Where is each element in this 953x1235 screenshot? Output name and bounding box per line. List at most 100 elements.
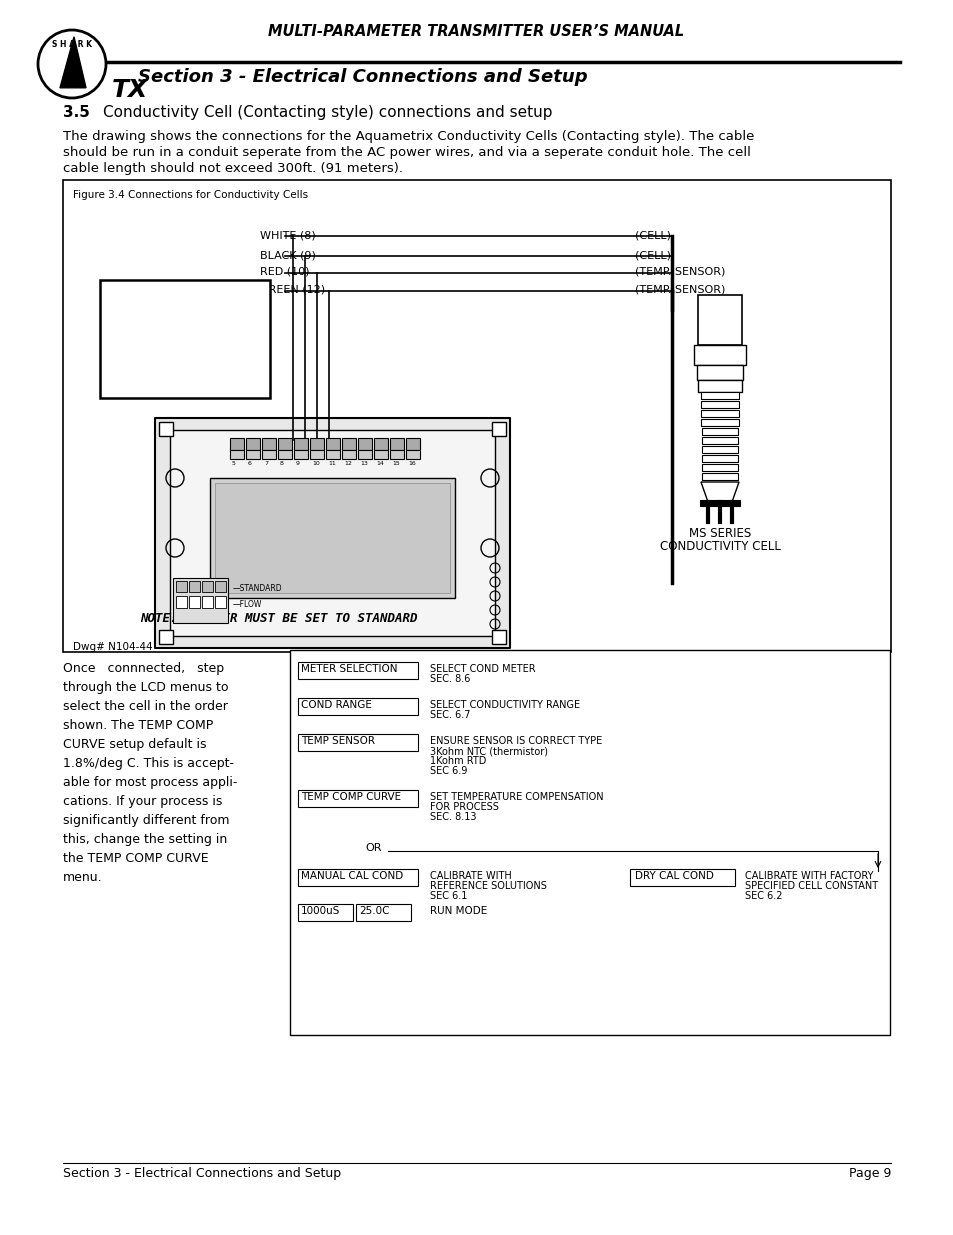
Bar xyxy=(701,454,738,462)
Bar xyxy=(701,437,738,445)
Text: TEMP COMP CURVE: TEMP COMP CURVE xyxy=(301,792,400,802)
Text: select the cell in the order: select the cell in the order xyxy=(63,700,228,713)
Text: cations. If your process is: cations. If your process is xyxy=(63,795,222,808)
Bar xyxy=(246,438,260,450)
Bar xyxy=(297,869,417,885)
Text: SET TEMPERATURE COMPENSATION: SET TEMPERATURE COMPENSATION xyxy=(430,792,603,802)
Bar xyxy=(277,438,292,450)
Text: SEC 6.9: SEC 6.9 xyxy=(430,766,467,776)
Polygon shape xyxy=(60,37,86,88)
Text: The drawing shows the connections for the Aquametrix Conductivity Cells (Contact: The drawing shows the connections for th… xyxy=(63,130,754,143)
Bar xyxy=(175,597,187,608)
Text: SEC 6.1: SEC 6.1 xyxy=(430,890,467,902)
Text: should be run in a conduit seperate from the AC power wires, and via a seperate : should be run in a conduit seperate from… xyxy=(63,146,750,159)
Bar xyxy=(63,180,890,652)
Bar xyxy=(100,280,270,398)
Text: Page 9: Page 9 xyxy=(848,1167,890,1179)
Bar xyxy=(374,438,388,450)
Bar xyxy=(154,417,510,648)
Text: MS SERIES: MS SERIES xyxy=(688,527,750,540)
Text: menu.: menu. xyxy=(63,871,103,884)
Bar xyxy=(700,401,738,408)
Bar xyxy=(202,597,213,608)
Bar xyxy=(326,450,339,459)
Text: TEMP SENSOR: TEMP SENSOR xyxy=(301,736,375,746)
Bar xyxy=(230,450,244,459)
Text: before wiring or: before wiring or xyxy=(109,333,208,347)
Text: 9: 9 xyxy=(295,461,299,466)
Text: Section 3 - Electrical Connections and Setup: Section 3 - Electrical Connections and S… xyxy=(63,1167,341,1179)
Text: SELECT CONDUCTIVITY RANGE: SELECT CONDUCTIVITY RANGE xyxy=(430,700,579,710)
Bar xyxy=(701,464,737,471)
Text: Figure 3.4 Connections for Conductivity Cells: Figure 3.4 Connections for Conductivity … xyxy=(73,190,308,200)
Text: 1: 1 xyxy=(178,585,181,590)
Text: 3.5: 3.5 xyxy=(63,105,90,120)
Text: CALIBRATE WITH: CALIBRATE WITH xyxy=(430,871,511,881)
Text: SEC. 8.13: SEC. 8.13 xyxy=(430,811,476,823)
Bar xyxy=(277,450,292,459)
Text: (TEMP. SENSOR): (TEMP. SENSOR) xyxy=(635,285,724,295)
Text: 7: 7 xyxy=(264,461,268,466)
Text: able for most process appli-: able for most process appli- xyxy=(63,776,237,789)
Bar xyxy=(202,580,213,592)
Text: S H A R K: S H A R K xyxy=(52,40,91,48)
Text: REFERENCE SOLUTIONS: REFERENCE SOLUTIONS xyxy=(430,881,546,890)
Bar xyxy=(697,366,742,380)
Bar xyxy=(297,734,417,751)
Bar xyxy=(326,438,339,450)
Text: CURVE setup default is: CURVE setup default is xyxy=(63,739,206,751)
Text: 6: 6 xyxy=(248,461,252,466)
Text: Dwg# N104-44: Dwg# N104-44 xyxy=(73,642,152,652)
Bar xyxy=(341,450,355,459)
Bar xyxy=(700,429,738,435)
Text: this, change the setting in: this, change the setting in xyxy=(63,832,227,846)
Bar xyxy=(159,422,172,436)
Bar xyxy=(390,438,403,450)
Bar xyxy=(189,580,200,592)
Bar xyxy=(701,446,738,453)
Bar xyxy=(210,478,455,598)
Text: SELECT COND METER: SELECT COND METER xyxy=(430,664,535,674)
Text: WHITE (8): WHITE (8) xyxy=(260,230,315,240)
Text: the loop power: the loop power xyxy=(109,317,203,331)
Bar xyxy=(297,662,417,679)
Bar xyxy=(492,630,505,643)
Bar xyxy=(297,790,417,806)
Bar xyxy=(214,597,226,608)
Text: Always disconnect: Always disconnect xyxy=(109,303,225,315)
Bar xyxy=(406,438,419,450)
Text: 5: 5 xyxy=(232,461,235,466)
Text: 3Kohm NTC (thermistor): 3Kohm NTC (thermistor) xyxy=(430,746,547,756)
Text: SEC 6.2: SEC 6.2 xyxy=(744,890,781,902)
Bar xyxy=(159,630,172,643)
Text: 4: 4 xyxy=(216,585,220,590)
Bar xyxy=(341,438,355,450)
Text: significantly different from: significantly different from xyxy=(63,814,230,827)
Bar xyxy=(700,391,739,399)
Bar xyxy=(170,430,495,636)
Bar xyxy=(698,380,741,391)
Bar xyxy=(230,438,244,450)
Text: 14: 14 xyxy=(375,461,383,466)
Text: SEC. 6.7: SEC. 6.7 xyxy=(430,710,470,720)
Text: RUN MODE: RUN MODE xyxy=(430,906,487,916)
Text: BLACK (9): BLACK (9) xyxy=(260,249,315,261)
Bar xyxy=(297,904,353,921)
Text: 25.0C: 25.0C xyxy=(358,906,389,916)
Bar xyxy=(175,580,187,592)
Bar xyxy=(262,450,275,459)
Bar xyxy=(294,438,308,450)
Bar xyxy=(172,578,228,622)
Bar xyxy=(355,904,411,921)
Text: SEC. 8.6: SEC. 8.6 xyxy=(430,674,470,684)
Bar xyxy=(262,438,275,450)
Bar xyxy=(357,438,372,450)
Bar xyxy=(701,473,737,480)
Bar xyxy=(246,450,260,459)
Text: cable length should not exceed 300ft. (91 meters).: cable length should not exceed 300ft. (9… xyxy=(63,162,402,175)
Text: 2: 2 xyxy=(191,585,194,590)
Text: MANUAL CAL COND: MANUAL CAL COND xyxy=(301,871,403,881)
Bar xyxy=(390,450,403,459)
Ellipse shape xyxy=(38,30,106,98)
Text: 1.8%/deg C. This is accept-: 1.8%/deg C. This is accept- xyxy=(63,757,233,769)
